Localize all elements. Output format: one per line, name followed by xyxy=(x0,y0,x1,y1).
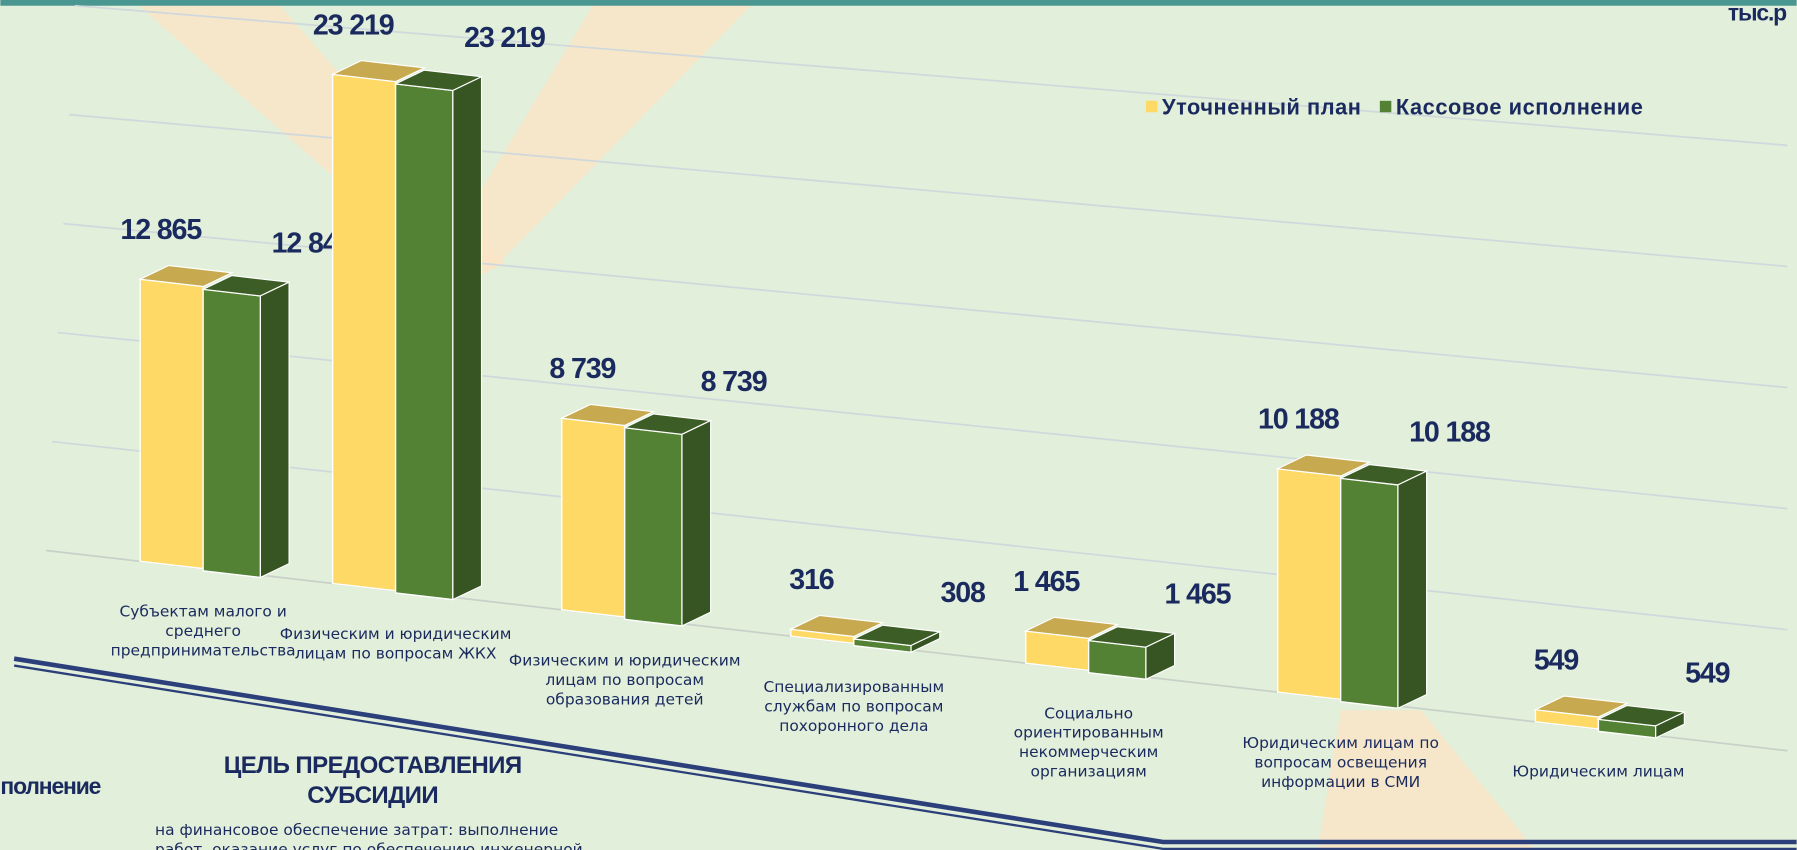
bar xyxy=(1338,463,1429,710)
category-box: Субъектам малого и среднего предпринимат… xyxy=(110,602,296,661)
goal-title: ЦЕЛЬ ПРЕДОСТАВЛЕНИЯ СУБСИДИИ xyxy=(223,752,522,809)
bar-top xyxy=(138,264,234,288)
category-box: Специализированным службам по вопросам п… xyxy=(763,677,945,736)
x-tick-label: Физическим и юридическим лицам по вопрос… xyxy=(279,625,512,663)
x-tick-label: Субъектам малого и среднего предпринимат… xyxy=(110,602,296,661)
category-box: Физическим и юридическим лицам по вопрос… xyxy=(279,625,512,663)
goal-line: работ, оказание услуг по обеспечению инж… xyxy=(155,841,583,850)
data-label: 10 188 xyxy=(1409,416,1491,448)
bar-front xyxy=(139,278,204,570)
bar xyxy=(851,624,942,654)
deco-line xyxy=(13,664,1797,850)
data-label: 10 188 xyxy=(1258,404,1340,436)
legend-swatch xyxy=(1145,100,1158,113)
bar-side xyxy=(452,75,483,601)
light-beam xyxy=(1317,710,1536,850)
bar-side xyxy=(259,281,290,579)
data-label: 8 739 xyxy=(701,366,767,398)
data-label: 23 219 xyxy=(464,22,545,54)
data-label: 1 465 xyxy=(1013,566,1080,598)
bar-front xyxy=(561,417,626,618)
x-tick-label: Специализированным службам по вопросам п… xyxy=(763,677,945,736)
bar xyxy=(1596,704,1687,739)
deco-line xyxy=(13,656,1797,845)
bar xyxy=(330,60,427,592)
bar-front xyxy=(624,426,683,627)
bar-side xyxy=(681,419,712,627)
category-box: Социально ориентированным некоммерческим… xyxy=(1013,704,1164,782)
bar-front xyxy=(1276,467,1342,701)
bar-front xyxy=(331,73,397,592)
x-tick-label: Юридическим лицам xyxy=(1512,763,1685,782)
goal-title-box: ЦЕЛЬ ПРЕДОСТАВЛЕНИЯ СУБСИДИИ xyxy=(223,752,522,809)
bar-front xyxy=(394,83,454,601)
data-label: 316 xyxy=(789,564,834,596)
data-label: 23 219 xyxy=(313,9,394,41)
bar-side xyxy=(1397,470,1428,710)
data-label: 12 865 xyxy=(120,214,202,246)
bar xyxy=(1023,616,1120,672)
bar-top xyxy=(330,60,427,83)
bar xyxy=(1086,626,1177,681)
goal-line: на финансовое обеспечение затрат: выполн… xyxy=(155,821,558,839)
category-box: Юридическим лицам по вопросам освещения … xyxy=(1242,733,1439,792)
x-tick-label: Юридическим лицам по вопросам освещения … xyxy=(1242,733,1439,792)
data-label: 8 739 xyxy=(549,353,615,385)
bar-side xyxy=(1655,711,1685,739)
bar xyxy=(393,69,484,601)
x-tick-label: Физическим и юридическим лицам по вопрос… xyxy=(508,651,741,709)
bar-top xyxy=(559,403,656,427)
data-label: 1 465 xyxy=(1165,579,1232,611)
legend-swatch xyxy=(1379,100,1392,113)
bar xyxy=(788,614,885,645)
bar-front xyxy=(202,288,262,579)
data-label: 549 xyxy=(1685,657,1730,689)
data-label: 308 xyxy=(940,577,986,609)
unit-label: тыс.р xyxy=(1728,0,1787,26)
category-box: Юридическим лицам xyxy=(1512,763,1685,782)
bar-front xyxy=(1339,477,1399,710)
bar xyxy=(138,264,234,570)
legend-label: Кассовое исполнение xyxy=(1396,95,1644,120)
side-title: полнение xyxy=(0,773,100,799)
grid-line xyxy=(74,4,1788,147)
legend-label: Уточненный план xyxy=(1162,95,1362,120)
bar-top xyxy=(1275,454,1372,477)
bar-top xyxy=(788,614,885,638)
bar xyxy=(1533,695,1630,730)
bar xyxy=(622,413,713,627)
category-box: Физическим и юридическим лицам по вопрос… xyxy=(508,651,741,709)
bar xyxy=(201,274,292,579)
top-strip xyxy=(0,0,1797,6)
bar-side xyxy=(910,630,941,654)
light-beam xyxy=(447,0,757,270)
bar-top xyxy=(1023,616,1120,639)
x-tick-label: Социально ориентированным некоммерческим… xyxy=(1013,704,1164,782)
bar xyxy=(559,403,656,618)
bar xyxy=(1275,454,1372,701)
bar-top xyxy=(1533,695,1630,718)
data-label: 549 xyxy=(1534,645,1579,677)
bar-side xyxy=(1145,632,1176,681)
